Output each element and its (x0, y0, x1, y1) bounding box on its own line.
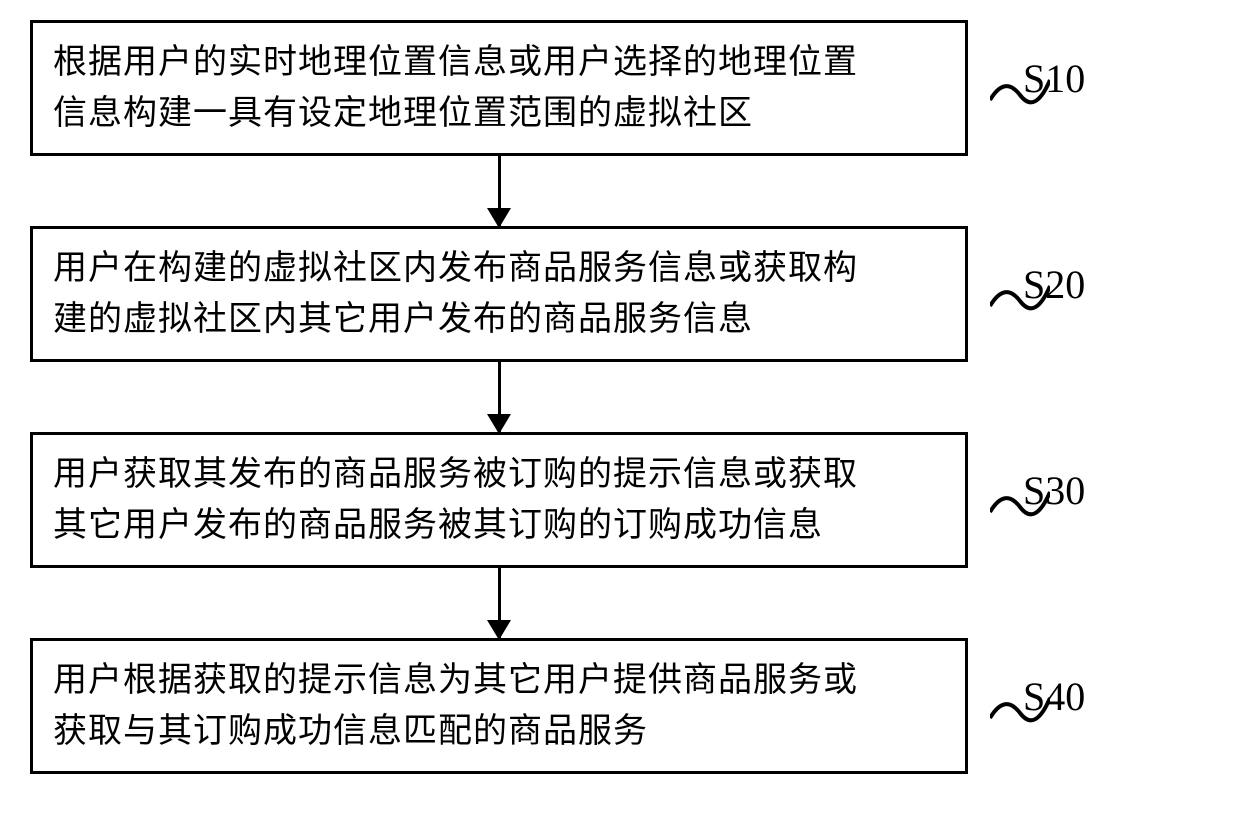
step-row-s10: 根据用户的实时地理位置信息或用户选择的地理位置 信息构建一具有设定地理位置范围的… (30, 20, 1210, 156)
squiggle-connector (990, 65, 1050, 115)
step-row-s40: 用户根据获取的提示信息为其它用户提供商品服务或 获取与其订购成功信息匹配的商品服… (30, 638, 1210, 774)
arrow-line (498, 362, 501, 432)
arrow-s30-s40 (30, 568, 968, 638)
step-text-line: 其它用户发布的商品服务被其订购的订购成功信息 (53, 500, 945, 551)
step-text-line: 获取与其订购成功信息匹配的商品服务 (53, 706, 945, 757)
step-text-line: 建的虚拟社区内其它用户发布的商品服务信息 (53, 294, 945, 345)
step-text-line: 用户在构建的虚拟社区内发布商品服务信息或获取构 (53, 243, 945, 294)
arrow-s10-s20 (30, 156, 968, 226)
step-row-s20: 用户在构建的虚拟社区内发布商品服务信息或获取构 建的虚拟社区内其它用户发布的商品… (30, 226, 1210, 362)
step-box-s10: 根据用户的实时地理位置信息或用户选择的地理位置 信息构建一具有设定地理位置范围的… (30, 20, 968, 156)
arrow-s20-s30 (30, 362, 968, 432)
step-text-line: 用户根据获取的提示信息为其它用户提供商品服务或 (53, 655, 945, 706)
step-row-s30: 用户获取其发布的商品服务被订购的提示信息或获取 其它用户发布的商品服务被其订购的… (30, 432, 1210, 568)
squiggle-connector (990, 271, 1050, 321)
arrow-line (498, 156, 501, 226)
step-box-s30: 用户获取其发布的商品服务被订购的提示信息或获取 其它用户发布的商品服务被其订购的… (30, 432, 968, 568)
step-text-line: 根据用户的实时地理位置信息或用户选择的地理位置 (53, 37, 945, 88)
step-text-line: 信息构建一具有设定地理位置范围的虚拟社区 (53, 88, 945, 139)
squiggle-connector (990, 477, 1050, 527)
step-box-s40: 用户根据获取的提示信息为其它用户提供商品服务或 获取与其订购成功信息匹配的商品服… (30, 638, 968, 774)
step-text-line: 用户获取其发布的商品服务被订购的提示信息或获取 (53, 449, 945, 500)
step-box-s20: 用户在构建的虚拟社区内发布商品服务信息或获取构 建的虚拟社区内其它用户发布的商品… (30, 226, 968, 362)
flowchart-container: 根据用户的实时地理位置信息或用户选择的地理位置 信息构建一具有设定地理位置范围的… (30, 20, 1210, 774)
arrow-line (498, 568, 501, 638)
squiggle-connector (990, 683, 1050, 733)
